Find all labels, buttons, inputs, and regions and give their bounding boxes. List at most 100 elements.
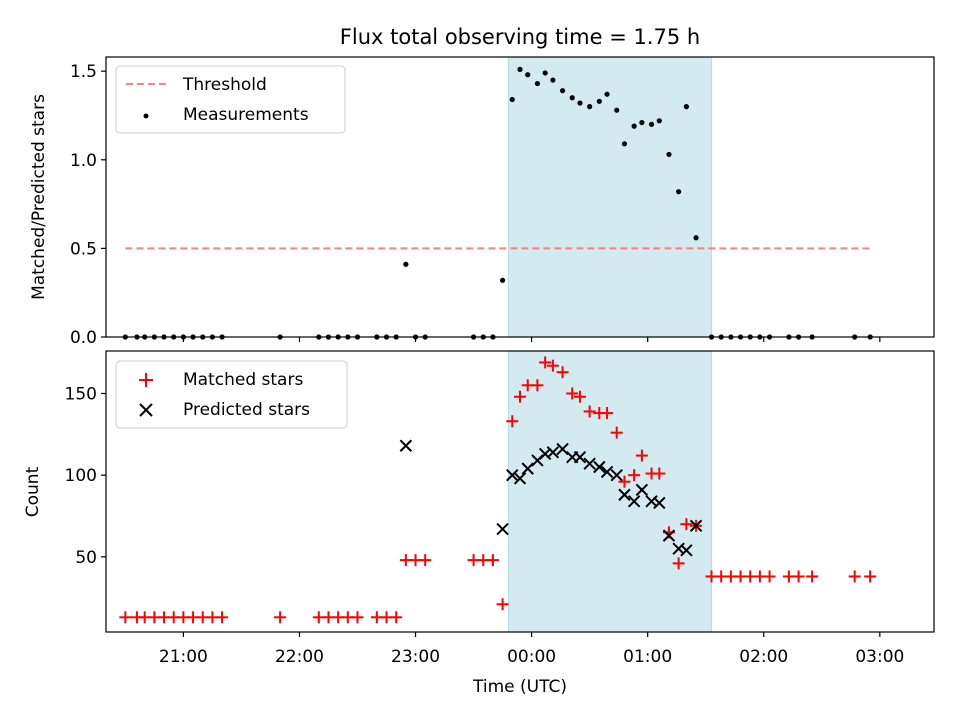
matched-star-point: [680, 518, 693, 531]
matched-star-point: [566, 387, 579, 400]
measurement-point: [577, 100, 583, 106]
measurement-point: [509, 96, 515, 103]
predicted-star-point: [496, 522, 509, 536]
predicted-star-point: [546, 446, 560, 459]
y-tick-label: 100: [65, 466, 97, 486]
bottom-panel: 50 100 150 21:00 22:00 23:00 00:00 01:00 02:00 0…: [23, 350, 935, 697]
top-axes-frame: [105, 56, 935, 338]
measurement-point: [542, 70, 548, 76]
bottom-x-ticks: 21:00 22:00 23:00 00:00 01:00 02:00 03:00: [159, 632, 904, 667]
predicted-star-point: [610, 468, 623, 482]
matched-star-point: [216, 611, 229, 624]
bottom-y-ticks: 50 100 150: [65, 384, 106, 568]
predicted-star-point: [521, 462, 534, 475]
measurement-point: [648, 121, 655, 127]
measurement-point: [604, 91, 610, 97]
predicted-star-point: [583, 457, 596, 470]
predicted-star-point: [627, 495, 641, 508]
measurement-point: [621, 141, 628, 147]
measurement-point: [587, 104, 593, 110]
matched-star-point: [618, 475, 631, 488]
y-tick-label: 1.5: [70, 62, 97, 82]
measurement-point: [614, 107, 620, 113]
measurement-point: [403, 261, 409, 267]
matched-star-point: [556, 366, 569, 379]
matched-star-point: [864, 570, 877, 583]
predicted-star-point: [680, 544, 693, 557]
y-tick-label: 1.0: [70, 151, 97, 171]
matched-star-point: [351, 611, 364, 624]
y-tick-label: 0.5: [70, 239, 97, 259]
matched-star-point: [506, 415, 519, 428]
x-tick-label: 01:00: [623, 647, 672, 667]
matched-legend-label: Matched stars: [183, 370, 303, 390]
bottom-axes-frame: [105, 350, 935, 633]
top-legend: Threshold Measurements: [115, 65, 346, 134]
predicted-star-point: [399, 439, 413, 452]
y-tick-label: 0.0: [70, 328, 97, 348]
bottom-legend-box: [115, 360, 348, 429]
predicted-star-point: [653, 496, 666, 510]
matched-star-point: [274, 611, 287, 624]
predicted-star-point: [556, 442, 569, 456]
predicted-legend-marker: [139, 403, 153, 417]
matched-star-point: [496, 598, 509, 611]
matched-star-point: [628, 469, 641, 482]
top-x-ticks: [182, 337, 881, 342]
matched-star-point: [539, 356, 552, 369]
measurement-point: [534, 80, 541, 87]
measurement-point: [596, 98, 602, 104]
matched-star-point: [514, 390, 526, 403]
measurements-legend-label: Measurements: [183, 105, 309, 125]
measurement-point: [693, 235, 699, 241]
matched-star-point: [583, 405, 596, 418]
predicted-stars-points: [399, 439, 703, 557]
predicted-star-point: [513, 472, 527, 485]
matched-stars-points: [119, 356, 877, 624]
y-tick-label: 150: [65, 384, 97, 404]
x-tick-label: 23:00: [391, 647, 440, 667]
matched-star-point: [792, 570, 805, 583]
matched-star-point: [635, 449, 648, 462]
top-y-ticks: 0.0 0.5 1.0 1.5: [70, 62, 106, 348]
matched-star-point: [763, 570, 776, 583]
observing-window-shade: [507, 350, 713, 633]
x-tick-label: 00:00: [507, 647, 556, 667]
measurement-point: [550, 77, 556, 83]
matched-star-point: [486, 554, 499, 567]
measurement-point: [525, 72, 531, 78]
predicted-star-point: [662, 529, 676, 542]
predicted-star-point: [600, 465, 614, 479]
top-panel: 0.0 0.5 1.0 1.5 Matched/Predicted stars Thr…: [29, 56, 935, 348]
x-axis-label: Time (UTC): [472, 677, 567, 697]
predicted-star-point: [573, 450, 587, 464]
observing-window-shade: [507, 56, 713, 338]
matched-star-point: [573, 390, 586, 403]
matched-star-point: [419, 554, 432, 567]
matched-star-point: [806, 570, 819, 583]
matched-star-point: [601, 407, 614, 420]
predicted-legend-label: Predicted stars: [183, 400, 310, 420]
matched-star-point: [119, 611, 132, 624]
top-y-axis-label: Matched/Predicted stars: [29, 94, 49, 300]
top-legend-box: [115, 65, 346, 134]
predicted-star-point: [618, 488, 631, 501]
matched-star-point: [672, 557, 685, 570]
predicted-star-point: [635, 483, 649, 497]
measurement-point: [639, 119, 645, 126]
measurement-point: [676, 189, 682, 195]
measurement-point: [569, 95, 575, 101]
figure-title: Flux total observing time = 1.75 h: [340, 25, 700, 49]
predicted-star-point: [689, 519, 703, 533]
measurement-point: [559, 88, 566, 94]
measurements-legend-marker: [143, 113, 149, 119]
measurement-point: [683, 104, 689, 110]
measurement-point: [656, 118, 662, 124]
threshold-legend-label: Threshold: [182, 75, 267, 95]
matched-star-point: [546, 359, 559, 372]
x-tick-label: 02:00: [739, 647, 788, 667]
matched-star-point: [653, 467, 666, 480]
y-tick-label: 50: [75, 548, 97, 568]
matched-star-point: [531, 379, 544, 392]
